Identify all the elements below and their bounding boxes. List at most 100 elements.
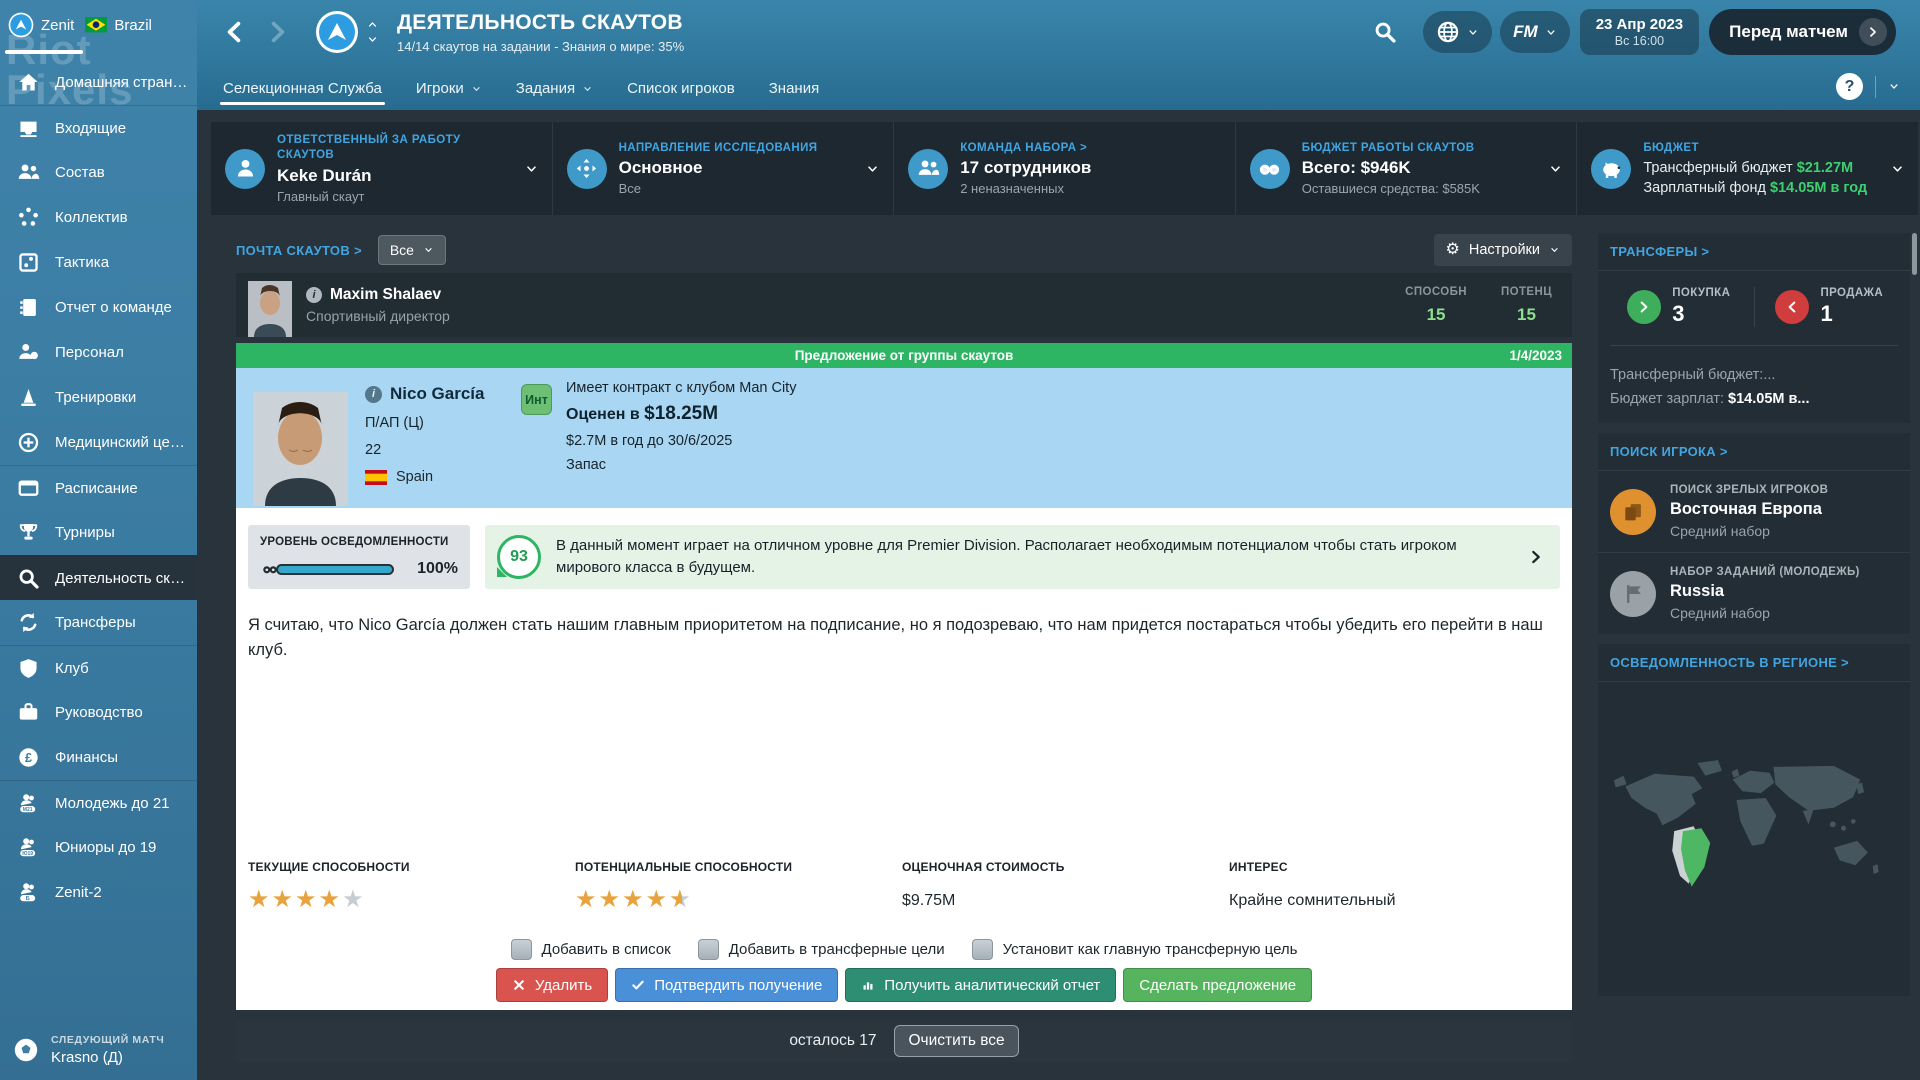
player-cards-icon [1610,488,1656,535]
sidebar-item-staff[interactable]: Персонал [0,330,197,375]
region-knowledge-header[interactable]: ОСВЕДОМЛЕННОСТЬ В РЕГИОНЕ > [1598,644,1910,682]
chevron-down-icon [1890,163,1905,174]
checkbox[interactable] [697,939,719,960]
region-knowledge-section: ОСВЕДОМЛЕННОСТЬ В РЕГИОНЕ > [1598,644,1910,996]
clear-all-button[interactable]: Очистить все [894,1025,1019,1057]
tab-players[interactable]: Игроки [416,80,482,110]
transfers-header[interactable]: ТРАНСФЕРЫ > [1598,233,1910,271]
club-cycler[interactable] [366,20,379,44]
right-scrollbar-thumb[interactable] [1912,233,1917,275]
club-selector[interactable]: Zenit Brazil [0,0,197,50]
sidebar-item-collective[interactable]: Коллектив [0,195,197,240]
sidebar-item-club[interactable]: Клуб [0,645,197,690]
senior-search-item[interactable]: ПОИСК ЗРЕЛЫХ ИГРОКОВ Восточная Европа Ср… [1598,471,1910,552]
help-button[interactable]: ? [1836,73,1863,100]
club-name: Zenit [41,16,75,34]
sidebar-item-training[interactable]: Тренировки [0,375,197,420]
sidebar-item-team-report[interactable]: Отчет о команде [0,285,197,330]
sidebar-item-board[interactable]: Руководство [0,690,197,735]
bar-chart-icon [861,978,875,992]
next-match-team: Krasno (Д) [51,1049,123,1066]
checkbox[interactable] [510,939,532,960]
tab-knowledge[interactable]: Знания [768,80,820,97]
transfers-out[interactable]: ПРОДАЖА 1 [1753,287,1905,327]
sidebar-item-finances[interactable]: £ Финансы [0,735,197,780]
next-match-caption: СЛЕДУЮЩИЙ МАТЧ [51,1034,165,1046]
club-underline [5,50,83,54]
current-ability-stat: ТЕКУЩИЕ СПОСОБНОСТИ ★★★★★ [248,860,575,912]
chevron-up-icon [366,20,379,29]
sidebar-item-transfers[interactable]: Трансферы [0,600,197,645]
panel-scouting-focus[interactable]: НАПРАВЛЕНИЕ ИССЛЕДОВАНИЯ Основное Все [551,122,894,215]
chevron-down-icon [1548,163,1563,174]
transfer-budget-summary: Трансферный бюджет:... Бюджет зарплат: $… [1610,345,1898,423]
forward-button[interactable] [267,17,289,47]
search-icon[interactable] [1373,20,1397,44]
sidebar-item-u21[interactable]: М21 Молодежь до 21 [0,780,197,825]
binoculars-icon [260,561,280,577]
transfers-in[interactable]: ПОКУПКА 3 [1604,287,1754,327]
player-search-header[interactable]: ПОИСК ИГРОКА > [1598,433,1910,471]
confirm-button[interactable]: Подтвердить получение [615,968,839,1002]
make-offer-button[interactable]: Сделать предложение [1123,968,1313,1002]
sidebar-item-medical[interactable]: Медицинский центр [0,420,197,465]
avatar [248,281,292,337]
potential-ability-stars: ★★★★★ ★ [575,886,693,913]
player-summary[interactable]: i Nico García П/АП (Ц) 22 Spain [236,368,1572,508]
panel-collapse-button[interactable] [1888,82,1900,91]
tab-shortlist[interactable]: Список игроков [627,80,735,97]
add-to-transfer-targets-checkbox[interactable]: Добавить в трансферные цели [697,939,945,960]
svg-text:М21: М21 [23,806,33,812]
sidebar-item-squad[interactable]: Состав [0,150,197,195]
continue-button[interactable]: Перед матчем [1709,9,1896,55]
tab-assignments[interactable]: Задания [516,80,593,110]
player-age: 22 [365,442,382,458]
checkbox[interactable] [971,939,993,960]
back-button[interactable] [223,17,245,47]
add-to-shortlist-checkbox[interactable]: Добавить в список [510,939,671,960]
sidebar-item-home[interactable]: Домашняя страница [0,60,197,105]
settings-button[interactable]: ⚙ Настройки [1433,234,1572,266]
sidebar-item-u19[interactable]: Ю19 Юниоры до 19 [0,825,197,870]
panel-chief-scout[interactable]: ОТВЕТСТВЕННЫЙ ЗА РАБОТУ СКАУТОВ Keke Dur… [211,122,552,215]
sidebar-item-zenit2[interactable]: Б Zenit-2 [0,870,197,915]
knowledge-progress-bar [276,563,394,575]
delete-button[interactable]: Удалить [495,968,609,1002]
youth-search-item[interactable]: НАБОР ЗАДАНИЙ (МОЛОДЕЖЬ) Russia Средний … [1598,552,1910,634]
wage-budget-value: $14.05M в год [1770,179,1868,196]
knowledge-level-box: УРОВЕНЬ ОСВЕДОМЛЕННОСТИ 100% [248,525,470,589]
estimated-value: $9.75M [902,892,956,909]
scouting-info-bar: ОТВЕТСТВЕННЫЙ ЗА РАБОТУ СКАУТОВ Keke Dur… [211,122,1918,215]
mail-list-item[interactable]: i Maxim Shalaev Спортивный директор СПОС… [236,273,1572,337]
sidebar-item-schedule[interactable]: Расписание [0,465,197,510]
panel-club-budget[interactable]: БЮДЖЕТ Трансферный бюджет $21.27M Зарпла… [1576,122,1918,215]
report-checkboxes: Добавить в список Добавить в трансферные… [236,939,1572,960]
sidebar-item-tactics[interactable]: Тактика [0,240,197,285]
world-map[interactable] [1598,682,1910,996]
header-club-badge-icon[interactable] [315,10,359,54]
finance-icon: £ [17,746,40,769]
briefcase-icon [17,701,40,724]
svg-text:Б: Б [26,896,30,902]
medical-icon [17,431,40,454]
sidebar: Zenit Brazil Домашняя страница Входящие … [0,0,197,1080]
panel-recruitment-team[interactable]: КОМАНДА НАБОРА > 17 сотрудников 2 неназн… [893,122,1235,215]
analytics-report-button[interactable]: Получить аналитический отчет [845,968,1117,1002]
scout-mail-toolbar: ПОЧТА СКАУТОВ > Все ⚙ Настройки [236,233,1572,267]
tab-recruitment[interactable]: Селекционная Служба [220,80,385,110]
next-match[interactable]: СЛЕДУЮЩИЙ МАТЧ Krasno (Д) [0,1034,197,1066]
scout-rating-box[interactable]: 93 В данный момент играет на отличном ур… [485,525,1560,589]
sidebar-item-competitions[interactable]: Турниры [0,510,197,555]
inbox-icon [17,117,40,140]
set-main-transfer-target-checkbox[interactable]: Установит как главную трансферную цель [971,939,1297,960]
scout-mail-link[interactable]: ПОЧТА СКАУТОВ > [236,242,362,258]
knowledge-percent: 100% [417,560,458,577]
sidebar-item-inbox[interactable]: Входящие [0,105,197,150]
fm-menu-button[interactable]: FM [1500,11,1570,53]
sidebar-item-scouting[interactable]: Деятельность скаут... [0,555,197,600]
staff-icon [17,341,40,364]
panel-scouting-budget[interactable]: БЮДЖЕТ РАБОТЫ СКАУТОВ Всего: $946K Остав… [1234,122,1577,215]
mail-filter-dropdown[interactable]: Все [377,235,446,265]
world-menu-button[interactable] [1423,11,1493,53]
